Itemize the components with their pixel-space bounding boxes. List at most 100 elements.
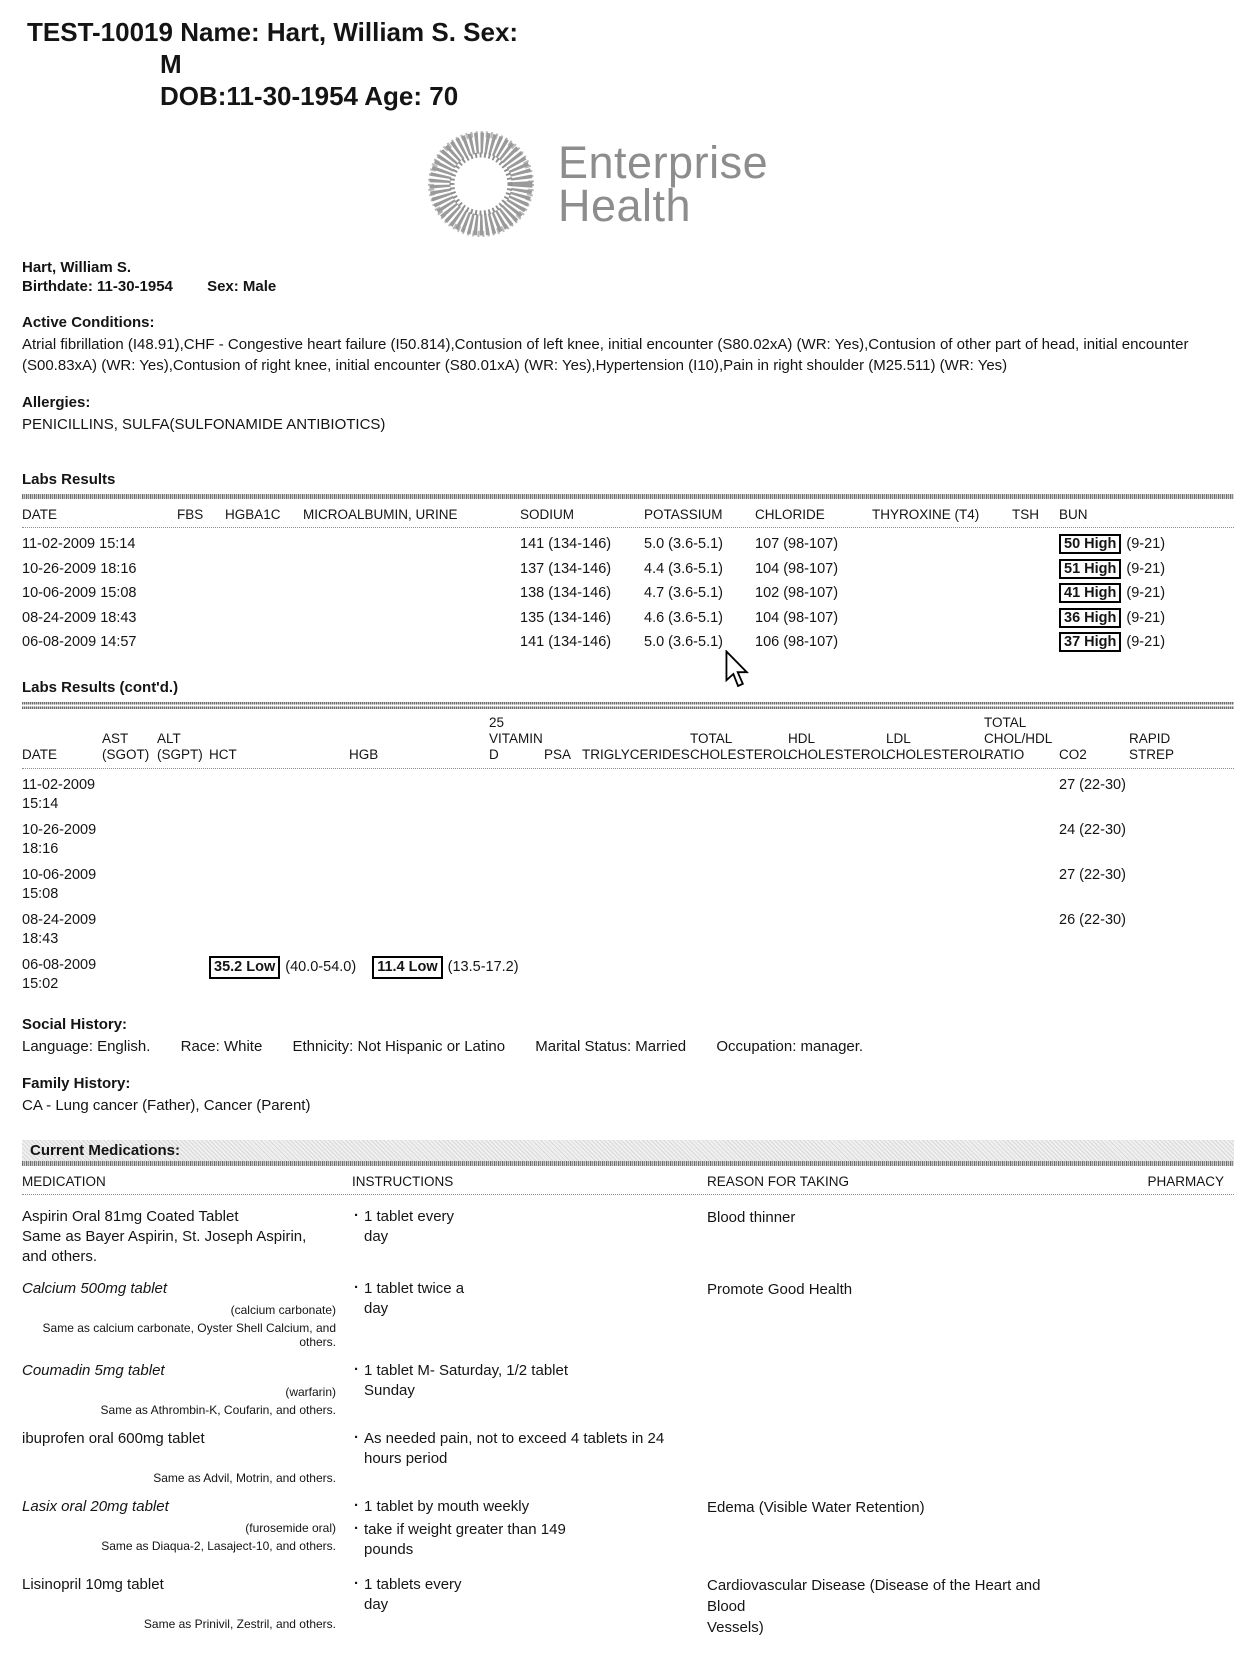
labs1-col-fbs: FBS — [177, 507, 204, 522]
labs2-header-row: DATE AST (SGOT) ALT (SGPT) HCT HGB 25 VI… — [22, 709, 1234, 769]
logo-word-health: Health — [558, 180, 692, 231]
hgb-range: (13.5-17.2) — [447, 958, 519, 975]
reason-cell: Blood thinner — [707, 1208, 796, 1226]
bun-range: (9-21) — [1126, 585, 1166, 602]
date-cell: 10-06-2009 15:08 — [22, 585, 137, 602]
abnormal-flag-box: 36 High — [1059, 607, 1122, 628]
social-race: Race: White — [180, 1037, 263, 1055]
abnormal-flag-box: 51 High — [1059, 558, 1122, 579]
medication-cell: ibuprofen oral 600mg tablet Same as Advi… — [22, 1429, 352, 1485]
labs1-top-rule — [22, 494, 1234, 499]
chloride-cell: 104 (98-107) — [755, 609, 839, 626]
sodium-cell: 141 (134-146) — [520, 634, 612, 651]
medication-cell: Lasix oral 20mg tablet (furosemide oral)… — [22, 1497, 352, 1563]
sodium-cell: 138 (134-146) — [520, 585, 612, 602]
medication-cell: Lisinopril 10mg tablet Same as Prinivil,… — [22, 1575, 352, 1638]
logo-wordmark: Enterprise Health — [558, 137, 769, 231]
medications-top-rule — [22, 1160, 1234, 1166]
social-history-text: Language: English. Race: White Ethnicity… — [22, 1036, 1234, 1057]
instructions-cell: 1 tablet by mouth weekly take if weight … — [352, 1496, 707, 1563]
labs1-col-hgba1c: HGBA1C — [225, 507, 281, 522]
medication-row: Calcium 500mg tablet (calcium carbonate)… — [22, 1278, 1234, 1349]
dob-age-line: DOB:11-30-1954 Age: 70 — [160, 81, 459, 111]
medication-cell: Aspirin Oral 81mg Coated Tablet Same as … — [22, 1207, 352, 1267]
labs-results-title: Labs Results — [22, 471, 116, 488]
pharmacy-cell — [1087, 1279, 1234, 1349]
labs2-col-chol-hdl-ratio: TOTAL CHOL/HDL RATIO — [984, 714, 1053, 762]
bun-cell: 41 High (9-21) — [1059, 583, 1234, 604]
patient-birthdate: Birthdate: 11-30-1954 — [22, 278, 173, 295]
date-cell: 10-26-2009 18:16 — [22, 560, 137, 577]
date-cell: 06-08-2009 14:57 — [22, 634, 137, 651]
medication-cell: Calcium 500mg tablet (calcium carbonate)… — [22, 1279, 352, 1349]
potassium-cell: 5.0 (3.6-5.1) — [644, 536, 723, 553]
family-history-title: Family History: — [22, 1074, 131, 1092]
date-cell: 06-08-2009 15:02 — [22, 956, 97, 992]
instructions-cell: 1 tablet every day — [352, 1206, 707, 1267]
lab-row: 10-26-2009 18:16 24 (22-30) — [22, 821, 1234, 859]
labs2-col-co2: CO2 — [1059, 746, 1087, 762]
allergies-text: PENICILLINS, SULFA(SULFONAMIDE ANTIBIOTI… — [22, 416, 386, 433]
abnormal-flag-box: 35.2 Low — [209, 955, 281, 979]
pharmacy-cell — [1087, 1575, 1234, 1638]
reason-cell — [707, 1361, 1087, 1417]
labs1-col-thyroxine: THYROXINE (T4) — [872, 507, 980, 522]
labs2-body: 11-02-2009 15:14 27 (22-30) 10-26-2009 1… — [22, 776, 1234, 994]
labs2-col-rapid-strep: RAPID STREP — [1129, 730, 1175, 762]
labs2-col-alt: ALT (SGPT) — [157, 730, 203, 762]
social-marital-status: Marital Status: Married — [535, 1037, 687, 1055]
labs1-col-microalbumin: MICROALBUMIN, URINE — [303, 507, 458, 522]
medication-row: ibuprofen oral 600mg tablet Same as Advi… — [22, 1428, 1234, 1485]
chloride-cell: 104 (98-107) — [755, 560, 839, 577]
pharmacy-cell — [1087, 1429, 1234, 1485]
date-cell: 08-24-2009 18:43 — [22, 609, 137, 626]
bun-cell: 37 High (9-21) — [1059, 632, 1234, 653]
medication-same-as: Same as Athrombin-K, Coufarin, and other… — [100, 1402, 336, 1417]
bun-range: (9-21) — [1126, 634, 1166, 651]
med-col-medication: MEDICATION — [22, 1173, 106, 1189]
med-col-reason: REASON FOR TAKING — [707, 1173, 850, 1189]
instructions-cell: 1 tablet M- Saturday, 1/2 tablet Sunday — [352, 1360, 707, 1417]
instruction-item: 1 tablet every day — [352, 1206, 707, 1247]
family-history-text: CA - Lung cancer (Father), Cancer (Paren… — [22, 1096, 311, 1114]
co2-cell: 27 (22-30) — [1059, 866, 1126, 883]
abnormal-flag-box: 37 High — [1059, 632, 1122, 653]
instruction-item: As needed pain, not to exceed 4 tablets … — [352, 1428, 707, 1469]
instructions-cell: 1 tablets every day — [352, 1574, 707, 1638]
document-title-block: TEST-10019 Name: Hart, William S. Sex: M… — [22, 0, 1234, 112]
instruction-item: 1 tablets every day — [352, 1574, 707, 1615]
lab-row: 08-24-2009 18:43 135 (134-146) 4.6 (3.6-… — [22, 606, 1234, 631]
labs1-col-potassium: POTASSIUM — [644, 507, 723, 522]
abnormal-flag-box: 41 High — [1059, 583, 1122, 604]
current-medications-band: Current Medications: — [22, 1139, 1234, 1161]
sodium-cell: 141 (134-146) — [520, 536, 612, 553]
patient-name: Hart, William S. — [22, 259, 132, 276]
bun-range: (9-21) — [1126, 609, 1166, 626]
lab-row: 11-02-2009 15:14 27 (22-30) — [22, 776, 1234, 814]
labs2-top-rule — [22, 701, 1234, 709]
medication-row: Coumadin 5mg tablet (warfarin) Same as A… — [22, 1360, 1234, 1417]
current-medications-title: Current Medications: — [30, 1141, 181, 1159]
logo-word-enterprise: Enterprise — [558, 137, 769, 188]
medication-same-as: Same as Advil, Motrin, and others. — [153, 1470, 336, 1485]
instruction-item: 1 tablet twice a day — [352, 1278, 707, 1319]
social-ethnicity: Ethnicity: Not Hispanic or Latino — [292, 1037, 506, 1055]
reason-cell: Cardiovascular Disease (Disease of the H… — [707, 1576, 1041, 1636]
patient-summary: Hart, William S. Birthdate: 11-30-1954 S… — [22, 258, 1234, 296]
hct-cell: 35.2 Low (40.0-54.0) — [209, 955, 356, 979]
patient-id-name-line: TEST-10019 Name: Hart, William S. Sex: — [27, 17, 519, 47]
medication-row: Lasix oral 20mg tablet (furosemide oral)… — [22, 1496, 1234, 1563]
bun-range: (9-21) — [1126, 560, 1166, 577]
labs2-col-psa: PSA — [544, 746, 572, 762]
instructions-cell: 1 tablet twice a day — [352, 1278, 707, 1349]
labs1-header-row: DATE FBS HGBA1C MICROALBUMIN, URINE SODI… — [22, 499, 1234, 528]
med-col-instructions: INSTRUCTIONS — [352, 1173, 454, 1189]
instruction-item: take if weight greater than 149 pounds — [352, 1519, 707, 1560]
social-occupation: Occupation: manager. — [716, 1037, 864, 1055]
medication-name: Lisinopril 10mg tablet — [22, 1575, 164, 1593]
medication-generic: (warfarin) — [285, 1384, 336, 1399]
abnormal-flag-box: 11.4 Low — [372, 955, 443, 979]
lab-row: 06-08-2009 15:02 35.2 Low (40.0-54.0) 11.… — [22, 955, 1234, 994]
medication-generic: (calcium carbonate) — [230, 1302, 336, 1317]
bun-cell: 36 High (9-21) — [1059, 607, 1234, 628]
